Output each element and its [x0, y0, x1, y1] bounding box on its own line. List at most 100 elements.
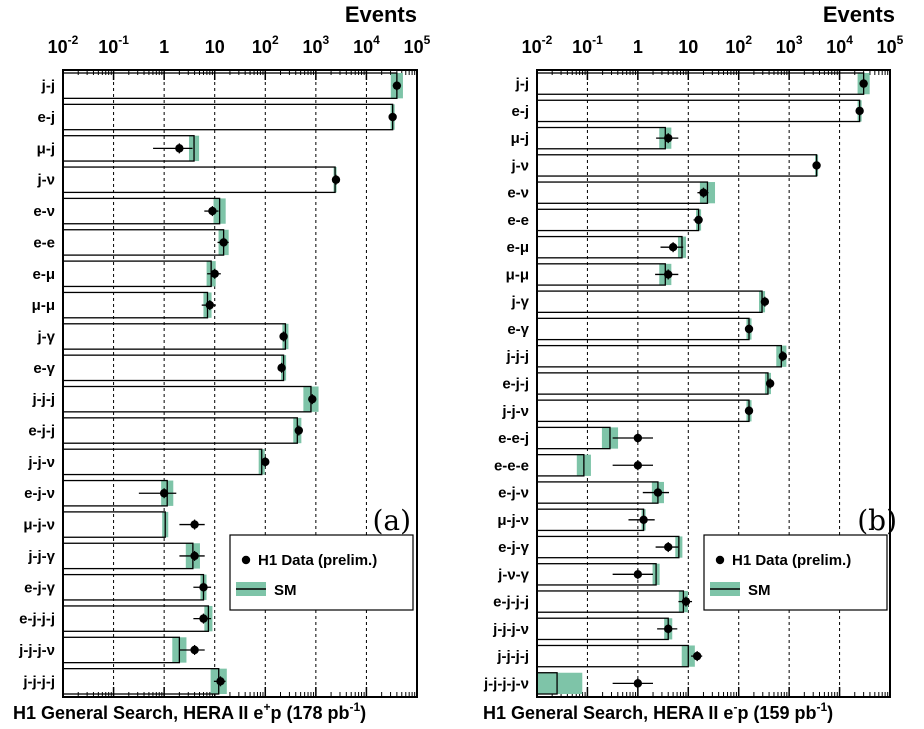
tick-label-exponent: 2 [745, 33, 752, 47]
sm-bar [536, 99, 861, 123]
data-point [199, 614, 208, 623]
sm-bar [62, 417, 298, 444]
tick-label-exponent: -1 [118, 33, 129, 47]
category-label: j-ν [36, 172, 55, 189]
sm-bar [536, 426, 611, 450]
category-label: j-j-ν [501, 403, 529, 420]
category-label: e-j-ν [24, 485, 55, 502]
tick-label-exponent: 5 [424, 33, 431, 47]
sm-bar [62, 448, 263, 476]
axis-title: Events [823, 2, 895, 27]
sm-bar [536, 590, 685, 613]
sm-bar [536, 126, 666, 150]
tick-label-exponent: -1 [592, 33, 603, 47]
sm-bar [536, 508, 645, 532]
caption-part: -1 [349, 700, 360, 714]
sm-bar [536, 372, 769, 395]
sm-bar [536, 317, 750, 341]
legend: H1 Data (prelim.) SM [703, 534, 888, 611]
category-label: e-j [37, 109, 55, 126]
data-point [765, 379, 775, 388]
tick-label: 10 [678, 37, 698, 57]
caption-part: ) [827, 703, 833, 723]
data-point [261, 457, 270, 467]
category-label: e-ν [507, 185, 529, 202]
tick-label: 102 [725, 33, 752, 57]
legend-data-label: H1 Data (prelim.) [258, 552, 377, 569]
tick-label: 104 [353, 33, 380, 57]
sm-bar [536, 263, 666, 286]
tick-label: 10-1 [572, 33, 603, 57]
category-label: μ-j-ν [23, 517, 55, 534]
plot-frame [62, 69, 418, 698]
category-label: e-j-j [28, 423, 55, 440]
data-point [633, 679, 643, 688]
sm-bar [62, 323, 287, 350]
category-label: j-j-j-j-ν [483, 675, 529, 692]
data-point [653, 488, 663, 497]
tick-label-base: 1 [159, 37, 169, 57]
caption-part: -1 [816, 700, 827, 714]
tick-label: 10-2 [48, 33, 79, 57]
data-point [308, 394, 317, 404]
category-label: j-γ [36, 328, 55, 345]
tick-label-base: 10 [826, 37, 846, 57]
sm-bar [62, 511, 166, 538]
data-point [633, 570, 643, 579]
tick-label-base: 10 [205, 37, 225, 57]
category-label: e-μ [32, 266, 55, 283]
legend-box [703, 534, 888, 611]
panel-label: (b) [857, 504, 897, 537]
category-label: j-j-j-j [22, 673, 55, 690]
category-label: e-e [33, 234, 55, 251]
category-label: j-j-γ [27, 548, 55, 565]
caption: H1 General Search, HERA II e-p (159 pb-1… [483, 700, 833, 723]
data-point [277, 363, 286, 373]
category-label: j-j-j [32, 391, 56, 408]
tick-label: 10 [205, 37, 225, 57]
sm-bar [62, 668, 220, 695]
caption-part: H1 General Search, HERA II e [13, 703, 263, 723]
sm-bar [536, 481, 659, 504]
category-label: e-j [511, 103, 529, 120]
category-label: e-e-e [494, 457, 529, 474]
data-point [633, 461, 643, 470]
data-point [294, 426, 304, 435]
sm-bar [62, 605, 210, 632]
caption-part: + [263, 700, 270, 714]
sm-bar [62, 354, 285, 382]
category-label: j-j-ν [27, 454, 55, 471]
sm-bar [62, 573, 205, 601]
category-label: j-j-j-j [496, 648, 529, 665]
tick-label: 105 [877, 33, 904, 57]
tick-label-base: 10 [776, 37, 796, 57]
category-label: μ-μ [506, 266, 529, 283]
category-label: e-j-j-j [493, 594, 529, 611]
category-label: e-j-γ [498, 539, 530, 556]
tick-label-base: 10 [302, 37, 322, 57]
legend-data-marker [715, 555, 725, 565]
category-label: j-ν-γ [497, 566, 530, 583]
data-point [175, 144, 184, 153]
category-label: e-j-ν [498, 485, 529, 502]
category-label: e-e-j [498, 430, 529, 447]
tick-label-base: 10 [48, 37, 68, 57]
sm-bar [62, 166, 336, 194]
caption-part: p (159 pb [737, 703, 816, 723]
tick-label-base: 10 [404, 37, 424, 57]
tick-label-base: 10 [98, 37, 118, 57]
sm-bar [536, 208, 700, 232]
sm-bar [62, 229, 225, 256]
data-point [668, 242, 678, 252]
data-point [699, 188, 708, 197]
category-label: j-j [41, 78, 55, 95]
tick-label-exponent: -2 [542, 33, 553, 47]
tick-label-exponent: 4 [846, 33, 853, 47]
legend-data-label: H1 Data (prelim.) [732, 552, 851, 569]
caption: H1 General Search, HERA II e+p (178 pb-1… [13, 700, 366, 723]
data-point [664, 270, 673, 279]
data-point [208, 206, 217, 216]
tick-label-exponent: 3 [323, 33, 330, 47]
data-point [664, 542, 673, 552]
data-point [859, 79, 868, 88]
